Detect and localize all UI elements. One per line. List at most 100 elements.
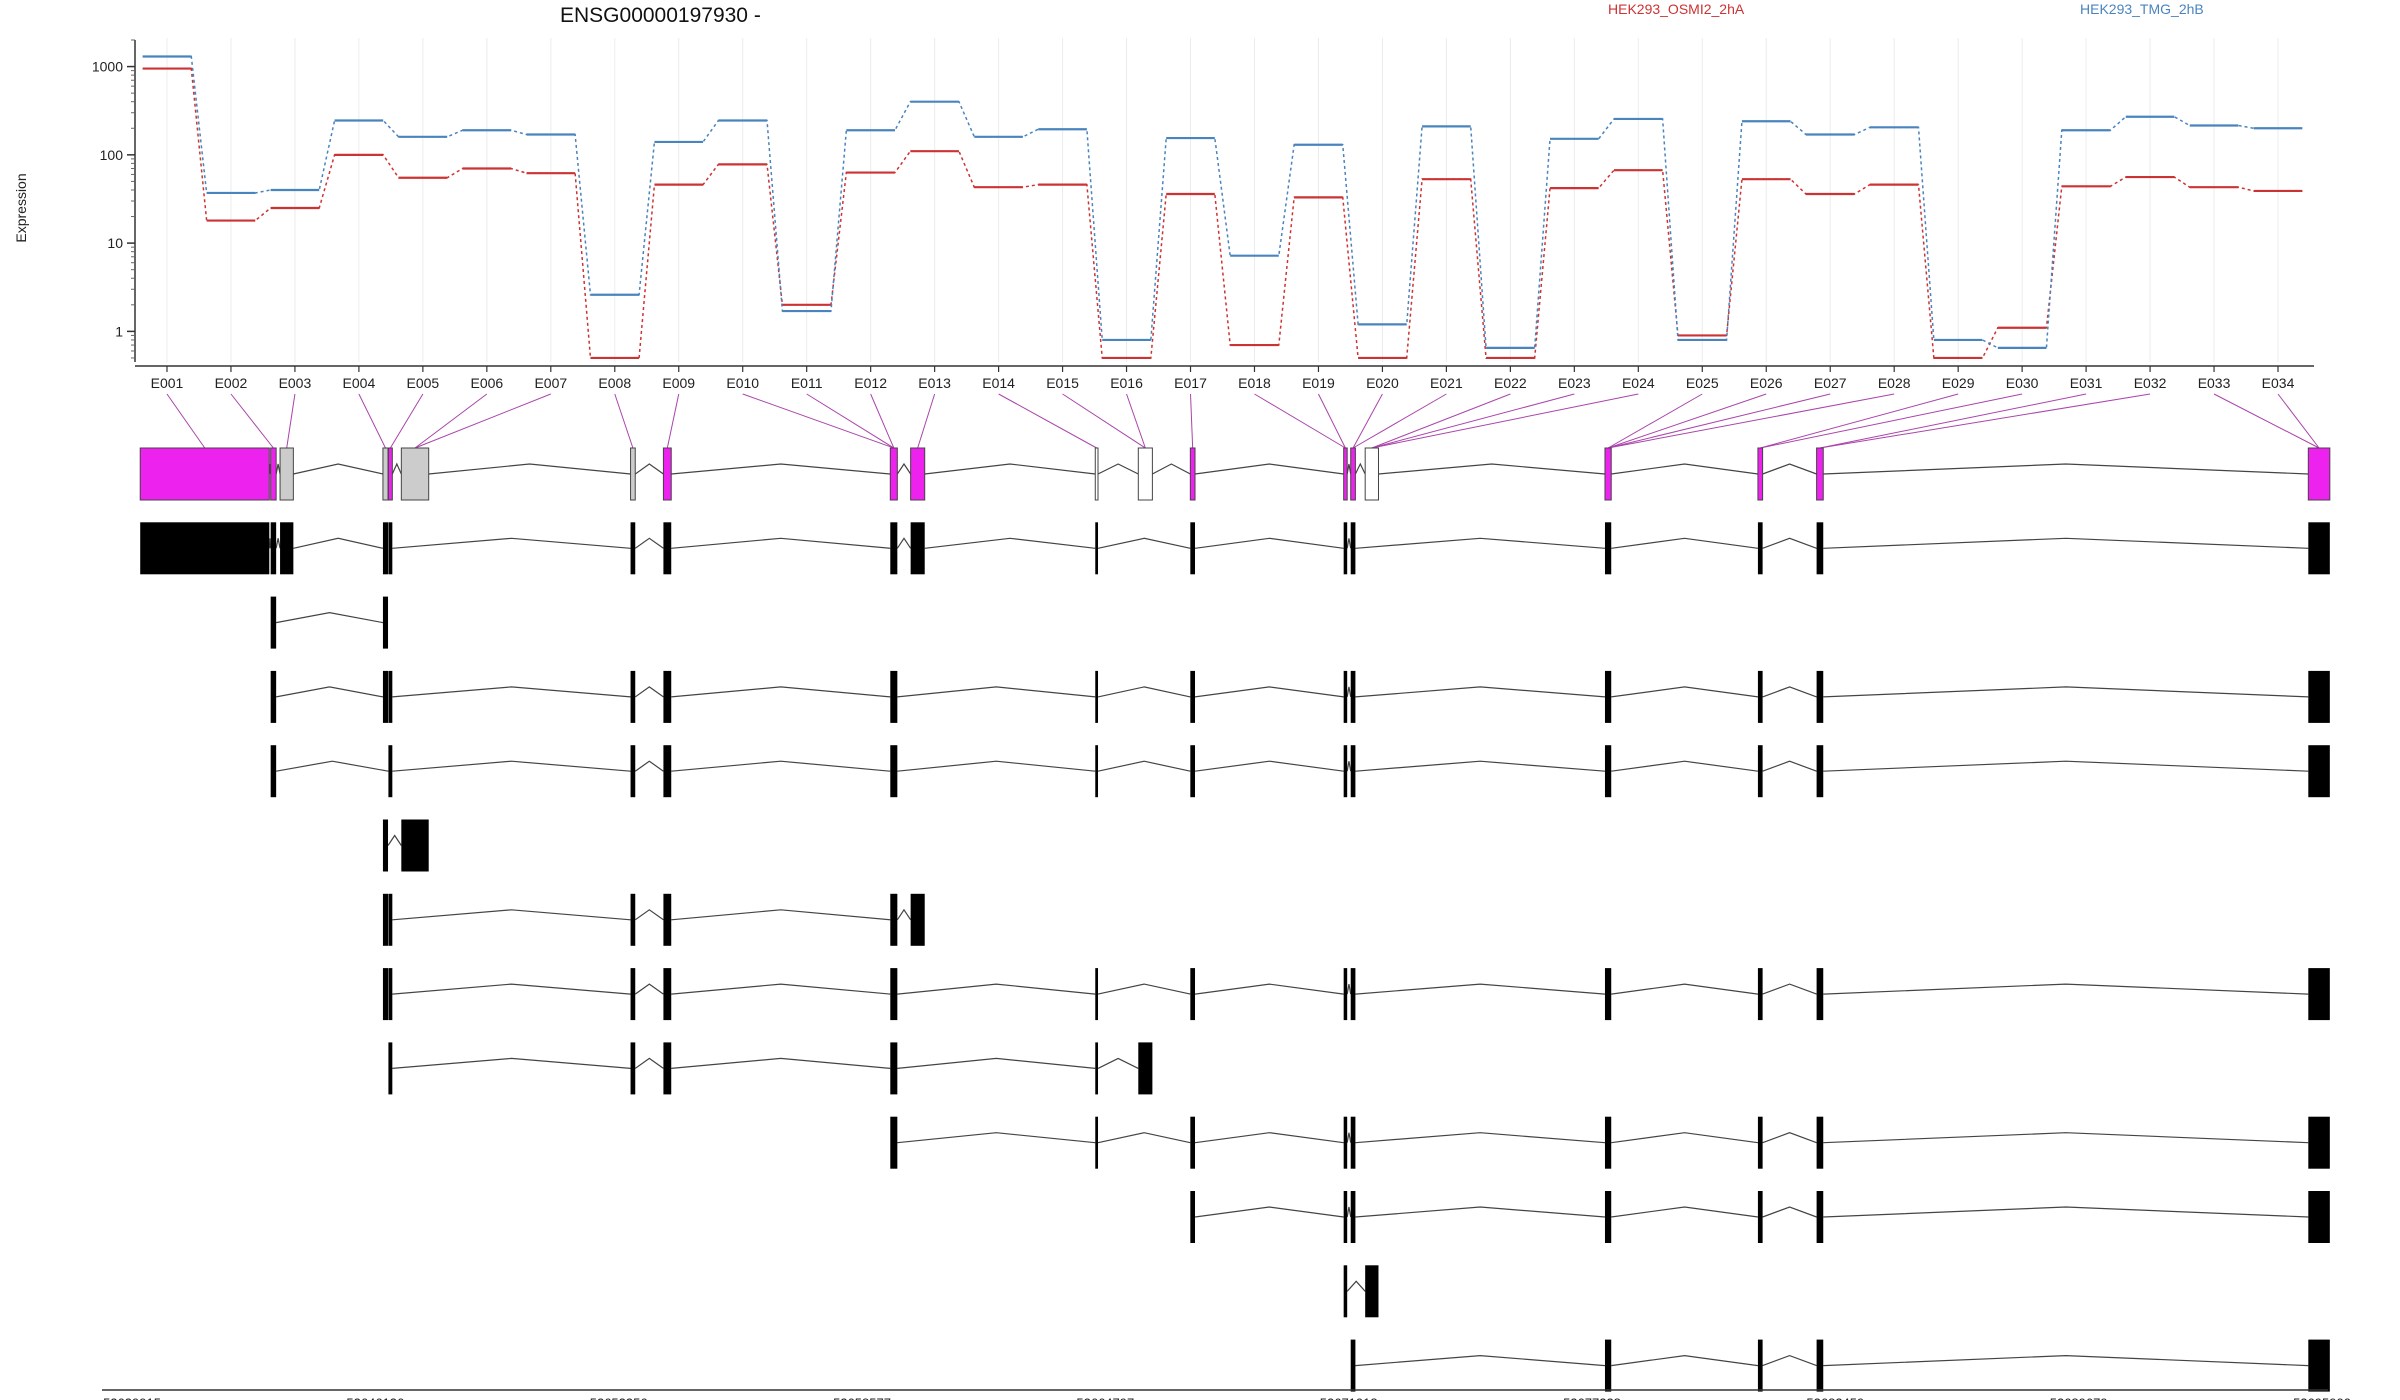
intron-line	[1762, 760, 1817, 772]
exon-connector	[1607, 393, 1703, 449]
exon-connector	[614, 393, 634, 449]
intron-line	[896, 462, 912, 475]
intron-line	[1378, 463, 1606, 475]
exon-block	[1095, 745, 1099, 798]
x-tick-label: E013	[918, 375, 951, 391]
exon-block	[388, 522, 393, 575]
intron-line	[1346, 983, 1352, 995]
intron-line	[1611, 686, 1759, 698]
intron-line	[896, 537, 912, 549]
exon-connector	[414, 393, 488, 449]
exon-block	[630, 447, 636, 501]
transcript-row	[1190, 1191, 2330, 1243]
intron-line	[1346, 761, 1352, 772]
exon-block	[1816, 447, 1824, 501]
transcript-row	[1343, 1265, 1379, 1318]
exon-block	[1816, 745, 1824, 798]
exon-block	[1095, 968, 1099, 1021]
transcript-row	[382, 968, 2330, 1021]
intron-line	[1346, 1206, 1352, 1218]
x-tick-label: E007	[534, 375, 567, 391]
intron-line	[1346, 538, 1352, 549]
exon-block	[663, 745, 672, 798]
exon-block	[890, 522, 898, 575]
intron-line	[1762, 1132, 1817, 1144]
exon-connector	[1819, 393, 2087, 449]
exon-block	[382, 447, 389, 501]
exon-block	[890, 670, 898, 723]
exon-block	[910, 893, 925, 946]
genome-tick-label: 52639915	[103, 1396, 161, 1400]
x-tick-label: E006	[470, 375, 503, 391]
intron-line	[392, 686, 631, 698]
exon-block	[1757, 745, 1763, 798]
exon-block	[890, 1116, 898, 1169]
intron-line	[1097, 686, 1191, 698]
x-tick-label: E020	[1366, 375, 1399, 391]
x-tick-label: E018	[1238, 375, 1271, 391]
intron-line	[1194, 983, 1344, 995]
exon-block	[1343, 1191, 1348, 1243]
intron-line	[671, 760, 891, 772]
exon-connector	[1608, 393, 1895, 449]
intron-line	[1346, 463, 1352, 475]
intron-line	[1097, 537, 1191, 549]
exon-block	[1190, 522, 1196, 575]
intron-line	[897, 983, 1096, 995]
x-tick-label: E033	[2198, 375, 2231, 391]
exon-block	[1343, 1265, 1348, 1318]
exon-block	[382, 893, 389, 946]
exon-block	[388, 968, 393, 1021]
exon-block	[382, 596, 389, 649]
intron-line	[897, 686, 1096, 698]
exon-block	[663, 670, 672, 723]
exon-connector	[1190, 393, 1194, 449]
exon-block	[382, 522, 389, 575]
x-tick-label: E011	[791, 375, 823, 391]
intron-line	[1355, 760, 1606, 772]
intron-line	[1194, 686, 1344, 698]
exon-block	[662, 447, 672, 501]
intron-line	[924, 463, 1096, 475]
intron-line	[1823, 686, 2309, 698]
intron-line	[1152, 463, 1191, 475]
exon-block	[1343, 522, 1348, 575]
exon-connector	[414, 393, 551, 449]
exon-block	[663, 522, 672, 575]
intron-line	[634, 537, 664, 549]
exon-connector	[1760, 393, 1959, 449]
x-tick-label: E017	[1174, 375, 1207, 391]
exon-connector	[742, 393, 894, 449]
exon-block	[910, 522, 925, 575]
series-tmg	[142, 55, 2303, 350]
intron-line	[1823, 463, 2309, 475]
intron-line	[428, 463, 631, 475]
intron-line	[1611, 463, 1759, 475]
intron-line	[391, 462, 402, 475]
exon-block	[1757, 1191, 1763, 1243]
legend-series-osmi: HEK293_OSMI2_2hA	[1608, 1, 1745, 17]
exon-block	[2308, 1339, 2330, 1392]
x-tick-label: E005	[407, 375, 440, 391]
exon-block	[1094, 447, 1099, 501]
exon-block	[1343, 1116, 1348, 1169]
exon-block	[630, 968, 636, 1021]
x-tick-label: E004	[343, 375, 376, 391]
exon-block	[1350, 1339, 1356, 1392]
intron-line	[1097, 983, 1191, 995]
intron-line	[275, 538, 281, 549]
intron-line	[1355, 1132, 1606, 1144]
exon-block	[663, 1042, 672, 1095]
intron-line	[897, 1057, 1096, 1069]
exon-block	[1190, 968, 1196, 1021]
intron-line	[671, 537, 891, 549]
intron-line	[1194, 463, 1344, 475]
exon-block	[270, 745, 277, 798]
exon-block	[139, 447, 270, 501]
y-tick-label: 1	[115, 323, 123, 339]
intron-line	[671, 909, 891, 921]
exon-block	[1816, 1116, 1824, 1169]
x-tick-label: E027	[1814, 375, 1847, 391]
x-axis: E001 E002 E003 E004 E005 E006 E007 E008 E009 E010…	[135, 365, 2314, 391]
y-tick-label: 100	[100, 147, 124, 163]
